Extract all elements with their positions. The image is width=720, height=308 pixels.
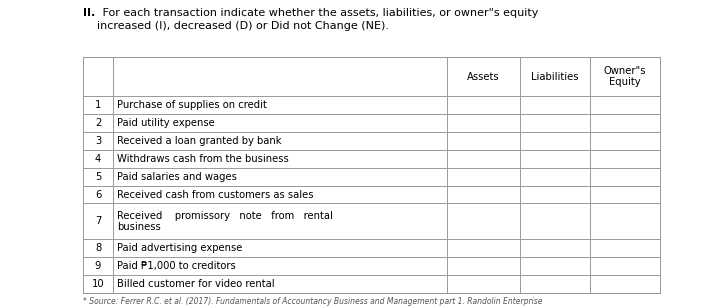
Text: 2: 2: [95, 118, 102, 128]
Bar: [83, 57, 660, 293]
Text: Withdraws cash from the business: Withdraws cash from the business: [117, 154, 289, 164]
Text: Billed customer for video rental: Billed customer for video rental: [117, 279, 274, 289]
Text: 8: 8: [95, 243, 101, 253]
Text: 7: 7: [95, 216, 102, 226]
Text: Assets: Assets: [467, 71, 500, 82]
Text: Purchase of supplies on credit: Purchase of supplies on credit: [117, 100, 267, 110]
Text: Owner"s
Equity: Owner"s Equity: [604, 66, 647, 87]
Text: Paid utility expense: Paid utility expense: [117, 118, 215, 128]
Text: 9: 9: [95, 261, 102, 271]
Text: 6: 6: [95, 189, 102, 200]
Text: For each transaction indicate whether the assets, liabilities, or owner"s equity: For each transaction indicate whether th…: [99, 8, 539, 18]
Text: 1: 1: [95, 100, 102, 110]
Text: Received cash from customers as sales: Received cash from customers as sales: [117, 189, 313, 200]
Text: 3: 3: [95, 136, 101, 146]
Text: Paid advertising expense: Paid advertising expense: [117, 243, 243, 253]
Text: Paid ₱1,000 to creditors: Paid ₱1,000 to creditors: [117, 261, 235, 271]
Text: * Source: Ferrer R.C. et al. (2017). Fundamentals of Accountancy Business and Ma: * Source: Ferrer R.C. et al. (2017). Fun…: [83, 297, 542, 306]
Text: Received    promissory   note   from   rental
business: Received promissory note from rental bus…: [117, 211, 333, 232]
Text: Received a loan granted by bank: Received a loan granted by bank: [117, 136, 282, 146]
Text: 5: 5: [95, 172, 102, 182]
Text: 10: 10: [91, 279, 104, 289]
Text: increased (I), decreased (D) or Did not Change (NE).: increased (I), decreased (D) or Did not …: [83, 21, 389, 31]
Text: Paid salaries and wages: Paid salaries and wages: [117, 172, 237, 182]
Text: 4: 4: [95, 154, 101, 164]
Text: II.: II.: [83, 8, 95, 18]
Text: Liabilities: Liabilities: [531, 71, 579, 82]
